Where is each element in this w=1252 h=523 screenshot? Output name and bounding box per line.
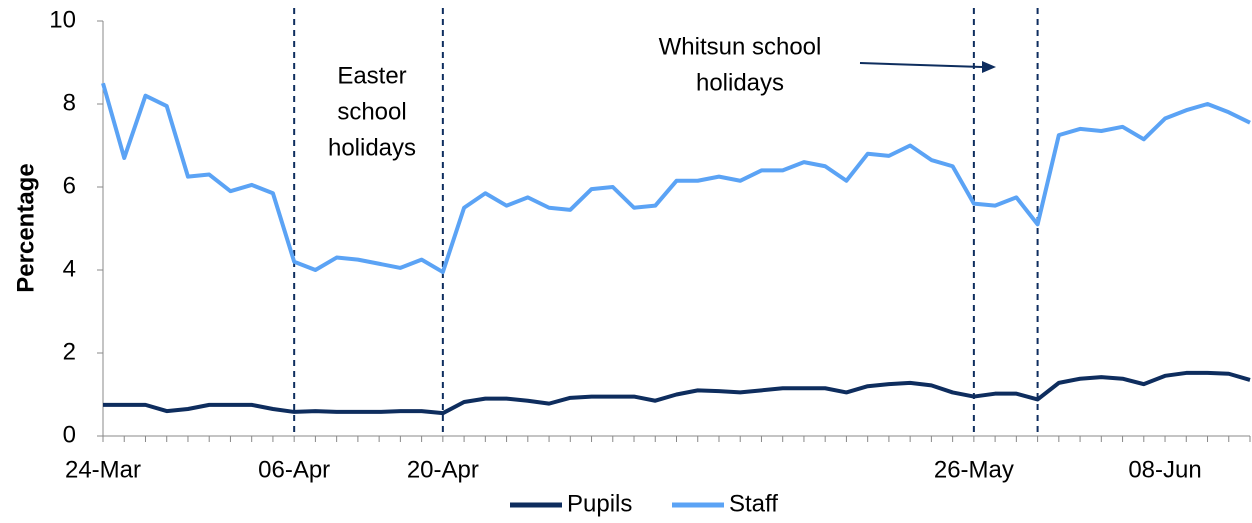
- annotation: Easter: [337, 62, 406, 89]
- y-tick-label: 6: [63, 172, 76, 199]
- legend-label: Staff: [729, 490, 778, 517]
- series-line: [101, 82, 1251, 275]
- x-tick-label: 08-Jun: [1128, 456, 1201, 483]
- y-axis-label: Percentage: [12, 163, 39, 292]
- y-tick-label: 2: [63, 338, 76, 365]
- legend-label: Pupils: [567, 490, 632, 517]
- annotation: holidays: [696, 69, 784, 96]
- y-tick-label: 10: [49, 6, 76, 33]
- series-line: [103, 370, 1251, 416]
- y-tick-label: 0: [63, 421, 76, 448]
- y-tick-label: 8: [63, 89, 76, 116]
- annotation: Whitsun school: [659, 33, 822, 60]
- x-tick-label: 06-Apr: [258, 456, 330, 483]
- annotation: holidays: [328, 134, 416, 161]
- x-tick-label: 24-Mar: [65, 456, 141, 483]
- x-tick-label: 20-Apr: [407, 456, 479, 483]
- x-tick-label: 26-May: [934, 456, 1014, 483]
- annotation: school: [337, 98, 406, 125]
- y-tick-label: 4: [63, 255, 76, 282]
- annotation-arrow: [859, 61, 996, 73]
